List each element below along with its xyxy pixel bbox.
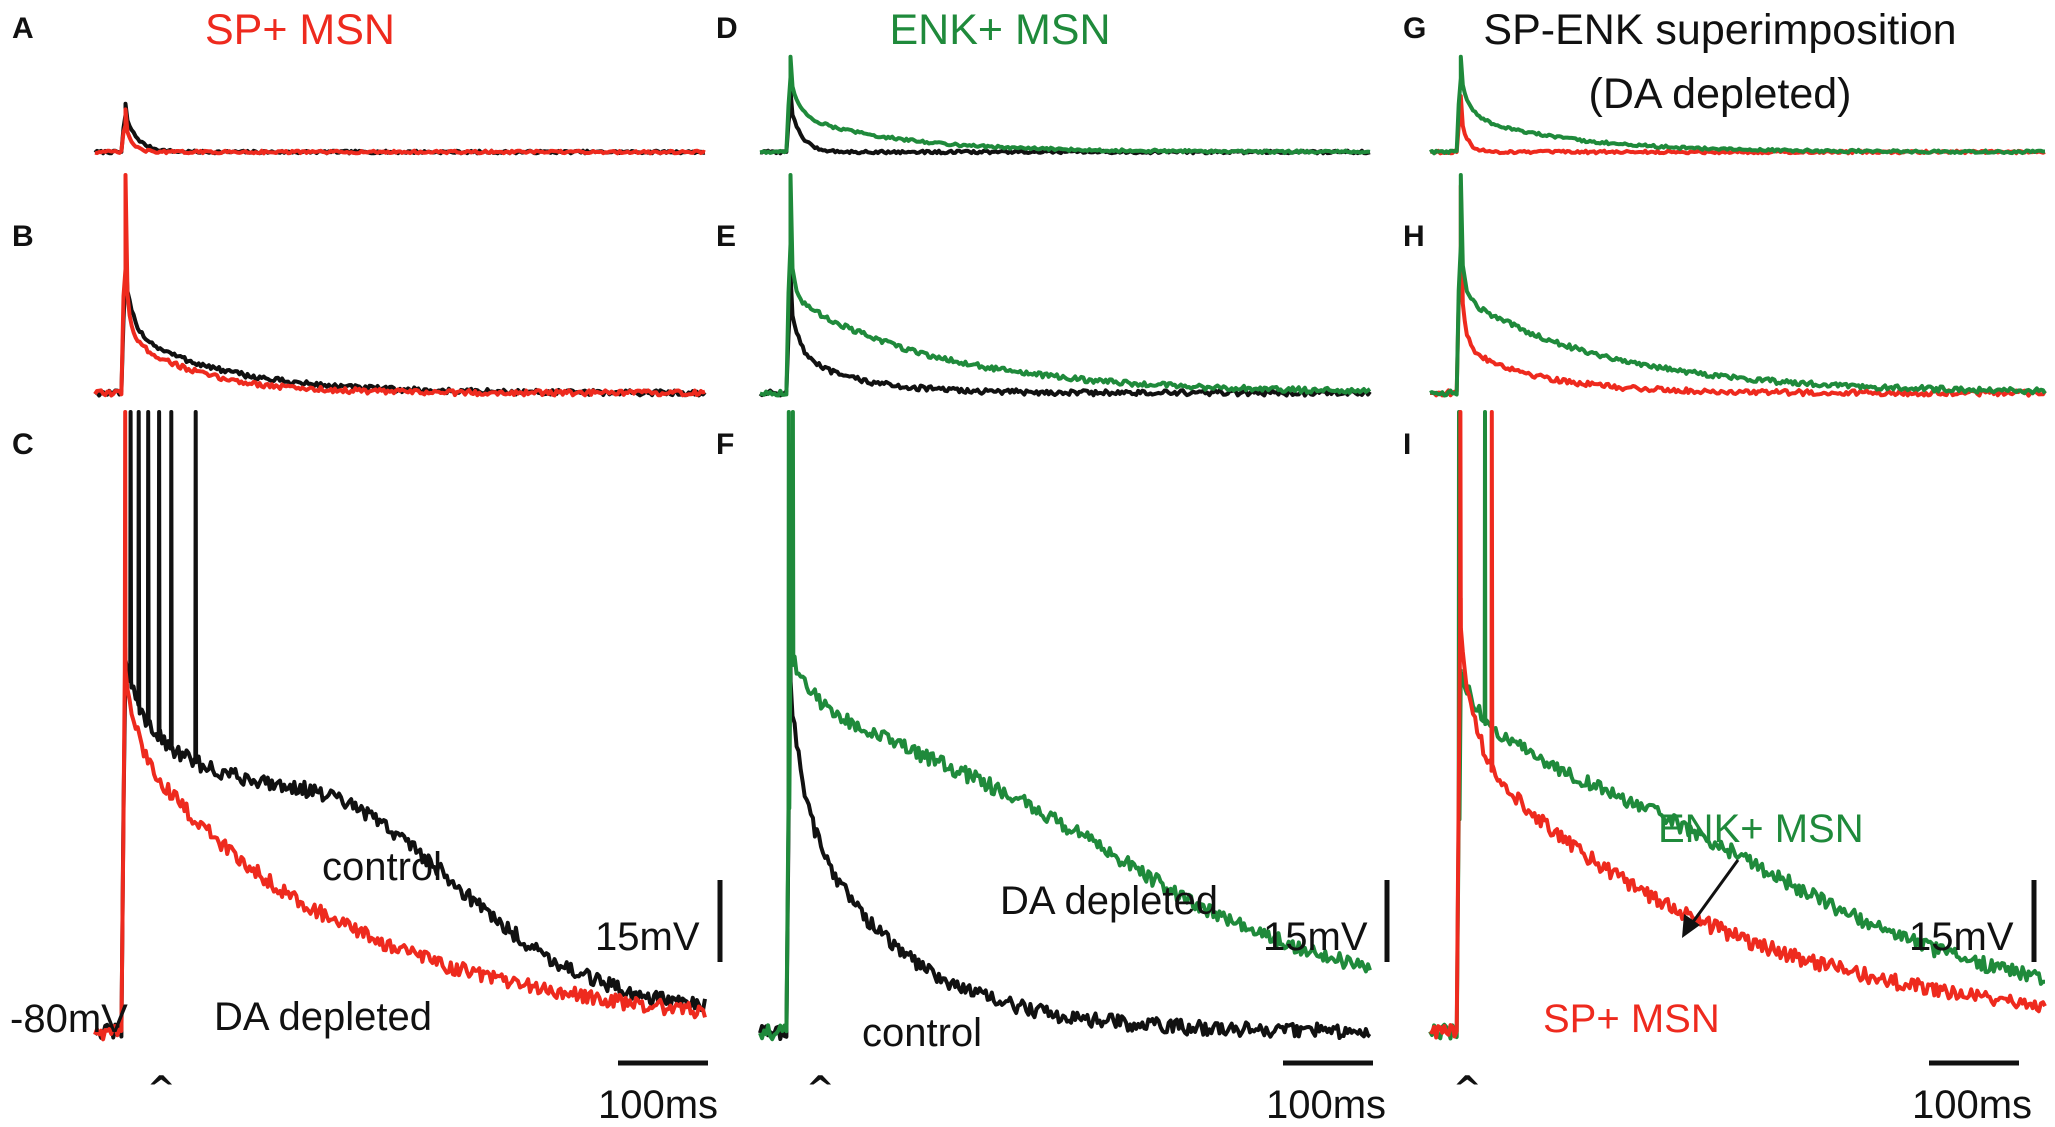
scale-bar-c bbox=[618, 880, 723, 1066]
stimulus-marker-f: ^ bbox=[806, 1069, 835, 1109]
scale-bar-i bbox=[1929, 880, 2037, 1066]
panel-label-g: G bbox=[1403, 12, 1426, 45]
annotation-control-c: control bbox=[322, 845, 442, 889]
baseline-label: -80mV bbox=[10, 997, 128, 1041]
trace-i-enk-msn bbox=[1428, 410, 2045, 1041]
trace-h-sp-msn bbox=[1430, 183, 2047, 398]
traces-panel-f bbox=[758, 410, 1372, 1042]
trace-d-control bbox=[759, 88, 1371, 156]
trace-c-control bbox=[93, 410, 707, 1040]
panel-label-h: H bbox=[1403, 220, 1425, 253]
stimulus-marker-i: ^ bbox=[1453, 1069, 1482, 1109]
annotation-sp-msn-i: SP+ MSN bbox=[1543, 997, 1720, 1041]
annotation-enk-msn-i: ENK+ MSN bbox=[1658, 807, 1864, 851]
trace-e-da-depleted bbox=[759, 173, 1372, 398]
annotation-da-depleted-c: DA depleted bbox=[214, 995, 432, 1039]
scale-label-100ms-i: 100ms bbox=[1912, 1083, 2032, 1127]
panel-label-c: C bbox=[12, 428, 34, 461]
subtitle-da-depleted: (DA depleted) bbox=[1589, 70, 1852, 118]
trace-b-da-depleted bbox=[93, 173, 706, 398]
trace-i-sp-msn bbox=[1429, 410, 2047, 1040]
trace-a-da-depleted bbox=[94, 107, 706, 156]
panel-label-e: E bbox=[716, 220, 736, 253]
trace-g-enk-msn bbox=[1429, 54, 2045, 156]
scale-bar-f bbox=[1283, 880, 1390, 1066]
trace-d-da-depleted bbox=[759, 54, 1371, 155]
trace-f-da-depleted bbox=[758, 410, 1372, 1042]
traces-panel-a bbox=[93, 101, 706, 156]
traces-panel-i bbox=[1428, 410, 2047, 1041]
trace-b-control bbox=[93, 249, 707, 398]
stimulus-marker-c: ^ bbox=[147, 1069, 176, 1109]
panel-label-b: B bbox=[12, 220, 34, 253]
scale-label-15mv-i: 15mV bbox=[1909, 915, 2014, 959]
traces-panel-h bbox=[1429, 173, 2047, 398]
trace-a-control bbox=[93, 101, 706, 156]
scale-label-100ms-f: 100ms bbox=[1266, 1083, 1386, 1127]
title-enk-msn: ENK+ MSN bbox=[889, 6, 1110, 54]
scale-label-15mv-c: 15mV bbox=[595, 915, 700, 959]
title-superimposition: SP-ENK superimposition bbox=[1483, 6, 1956, 54]
panel-label-i: I bbox=[1403, 428, 1411, 461]
annotation-da-depleted-f: DA depleted bbox=[1000, 879, 1218, 923]
trace-c-da-depleted bbox=[93, 410, 707, 1042]
panel-label-d: D bbox=[716, 12, 738, 45]
traces-panel-c bbox=[93, 410, 707, 1042]
panel-label-a: A bbox=[12, 12, 34, 45]
trace-h-enk-msn bbox=[1429, 173, 2047, 398]
title-sp-msn: SP+ MSN bbox=[205, 6, 395, 54]
annotation-control-f: control bbox=[862, 1011, 982, 1055]
arrow-enk-msn bbox=[1682, 859, 1740, 938]
traces-panel-e bbox=[758, 173, 1372, 398]
trace-f-control bbox=[758, 565, 1372, 1041]
panel-label-f: F bbox=[716, 428, 734, 461]
traces-panel-d bbox=[759, 54, 1371, 156]
traces-panel-g bbox=[1429, 54, 2046, 156]
scale-label-15mv-f: 15mV bbox=[1263, 915, 1368, 959]
scale-label-100ms-c: 100ms bbox=[598, 1083, 718, 1127]
traces-panel-b bbox=[93, 173, 707, 398]
